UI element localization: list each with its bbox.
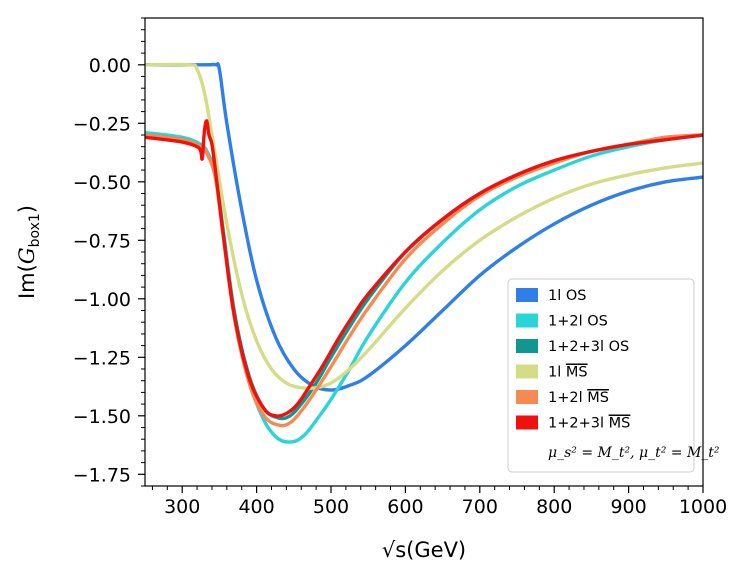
y-tick-label: −0.50 xyxy=(73,172,131,194)
legend-swatch xyxy=(516,339,538,353)
y-tick-label: 0.00 xyxy=(89,55,131,77)
legend-label: 1+2l OS xyxy=(548,314,608,330)
legend-swatch xyxy=(516,313,538,328)
y-tick-label: −1.75 xyxy=(73,464,131,486)
y-tick-label: −1.25 xyxy=(73,347,131,369)
y-tick-label: −0.75 xyxy=(73,230,131,252)
svg-text:Im(Gbox1): Im(Gbox1) xyxy=(15,205,43,299)
legend-swatch xyxy=(516,364,538,379)
x-tick-label: 700 xyxy=(462,496,498,518)
x-tick-label: 800 xyxy=(536,496,572,518)
tick-labels: 300 400 500 600 700 800 900 1000 0.00 −0.25 −0.50 −… xyxy=(73,55,727,518)
x-axis-label: √s(GeV) xyxy=(382,538,466,562)
legend-note: μ_s² = M_t², μ_t² = M_t² xyxy=(548,445,720,461)
series-line-6 xyxy=(145,119,703,418)
series-line-4 xyxy=(145,62,703,391)
x-tick-label: 300 xyxy=(164,496,200,518)
legend-label: 1l OS xyxy=(548,288,586,304)
y-tick-label: −1.50 xyxy=(73,406,131,428)
legend-label: 1+2+3l MS xyxy=(548,416,630,432)
legend-box xyxy=(507,278,695,473)
legend-label: 1+2+3l OS xyxy=(548,339,629,355)
y-tick-label: −1.00 xyxy=(73,289,131,311)
x-tick-label: 1000 xyxy=(679,496,727,518)
y-axis-label: Im(Gbox1) xyxy=(15,205,43,299)
plot-frame xyxy=(144,17,704,487)
y-tick-label: −0.25 xyxy=(73,113,131,135)
axis-ticks xyxy=(138,17,704,493)
series-layer xyxy=(145,62,703,444)
legend-label: 1l MS xyxy=(548,365,588,381)
legend-swatch xyxy=(516,390,538,404)
legend-swatch xyxy=(516,288,538,302)
x-tick-label: 900 xyxy=(610,496,646,518)
x-tick-label: 600 xyxy=(387,496,423,518)
x-tick-label: 500 xyxy=(313,496,349,518)
x-tick-label: 400 xyxy=(238,496,274,518)
legend-swatch xyxy=(516,415,538,430)
legend-label: 1+2l MS xyxy=(548,390,609,406)
legend: 1l OS 1+2l OS 1+2+3l OS 1l MS 1+2l MS 1+2+3l … xyxy=(507,278,720,473)
